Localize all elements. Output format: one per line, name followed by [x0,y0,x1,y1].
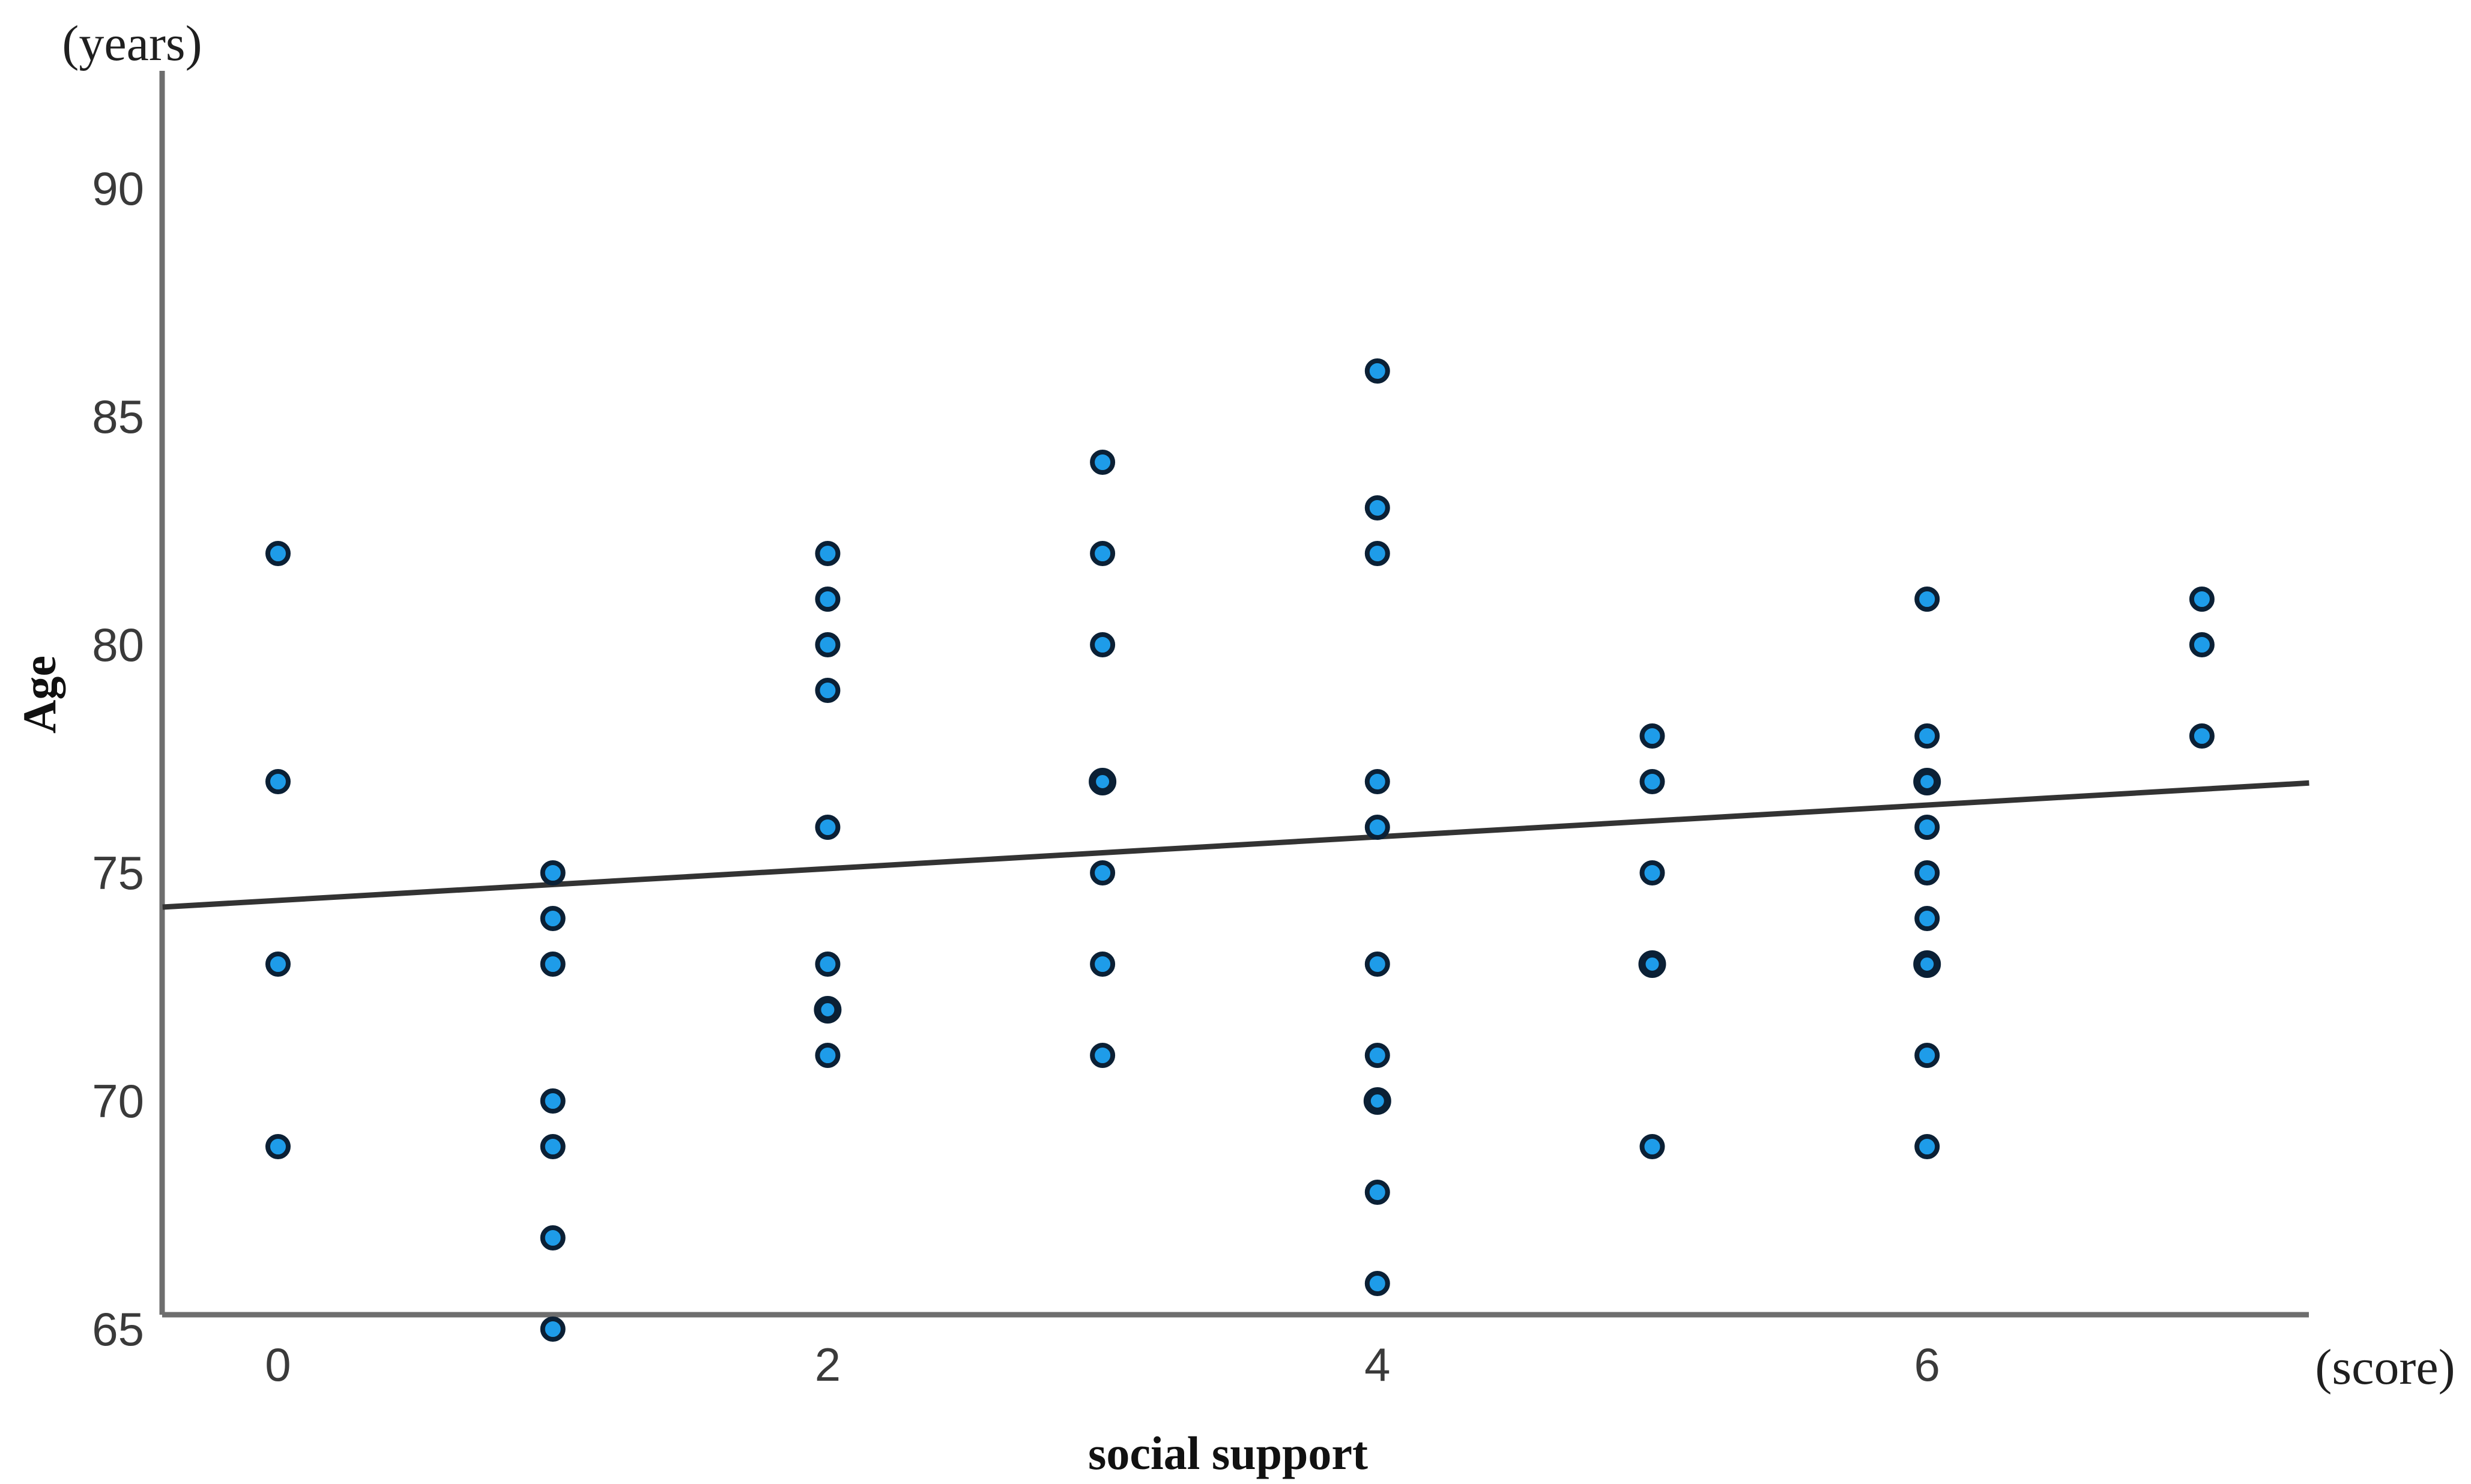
x-tick-labels-group: 0 2 4 6 [265,1338,1940,1391]
data-point [1364,952,1390,977]
data-point [1090,860,1116,885]
data-point [815,1043,841,1068]
data-point [1914,815,1940,840]
data-point [1089,768,1117,795]
data-point [1090,1043,1116,1068]
data-point [1913,950,1941,978]
data-point [1364,495,1390,520]
x-tick-label: 6 [1914,1338,1940,1391]
y-tick-labels-group: 90 85 80 75 70 65 [92,162,144,1356]
data-point [265,769,291,794]
data-point [1364,541,1390,566]
x-tick-label: 4 [1364,1338,1390,1391]
data-point [815,587,841,612]
data-point [1914,860,1940,885]
y-tick-label: 75 [92,846,144,899]
y-tick-label: 80 [92,618,144,671]
data-point [815,952,841,977]
y-axis-unit-label: (years) [62,16,202,71]
data-point [265,1134,291,1159]
data-point [815,678,841,703]
data-point [265,952,291,977]
data-point [1364,1271,1390,1296]
x-axis-title: social support [1088,1427,1368,1479]
y-tick-label: 65 [92,1303,144,1356]
y-tick-label: 85 [92,390,144,443]
data-point [540,1088,566,1114]
data-point [1914,1134,1940,1159]
data-point [1639,1134,1665,1159]
data-point [1914,906,1940,931]
y-tick-label: 70 [92,1075,144,1127]
data-point [1639,723,1665,749]
data-point [1914,1043,1940,1068]
data-point [1639,860,1665,885]
data-point [814,996,842,1024]
data-point [540,1225,566,1250]
data-point [1638,950,1666,978]
trend-line [162,780,2309,910]
data-point [540,860,566,885]
data-point [1364,769,1390,794]
x-tick-label: 0 [265,1338,291,1391]
data-point [1364,1180,1390,1205]
data-point [540,1134,566,1159]
data-point [540,952,566,977]
data-point [1914,723,1940,749]
data-point [2189,587,2215,612]
data-point [1363,1087,1391,1115]
data-point [1914,587,1940,612]
trend-line-group [162,780,2309,910]
data-point [1090,952,1116,977]
data-point [815,541,841,566]
data-point [815,815,841,840]
data-point [540,906,566,931]
data-point [1913,768,1941,795]
data-point [815,632,841,657]
y-tick-label: 90 [92,162,144,215]
data-point [1090,632,1116,657]
data-point [1364,1043,1390,1068]
data-point [1090,450,1116,475]
data-points-group [265,358,2215,1342]
x-axis-unit-label: (score) [2315,1339,2455,1395]
data-point [1639,769,1665,794]
data-point [2189,723,2215,749]
data-point [1364,815,1390,840]
data-point [1364,358,1390,384]
data-point [2189,632,2215,657]
y-axis-title: Age [13,656,65,734]
x-tick-label: 2 [815,1338,841,1391]
data-point [540,1317,566,1342]
data-point [1090,541,1116,566]
data-point [265,541,291,566]
